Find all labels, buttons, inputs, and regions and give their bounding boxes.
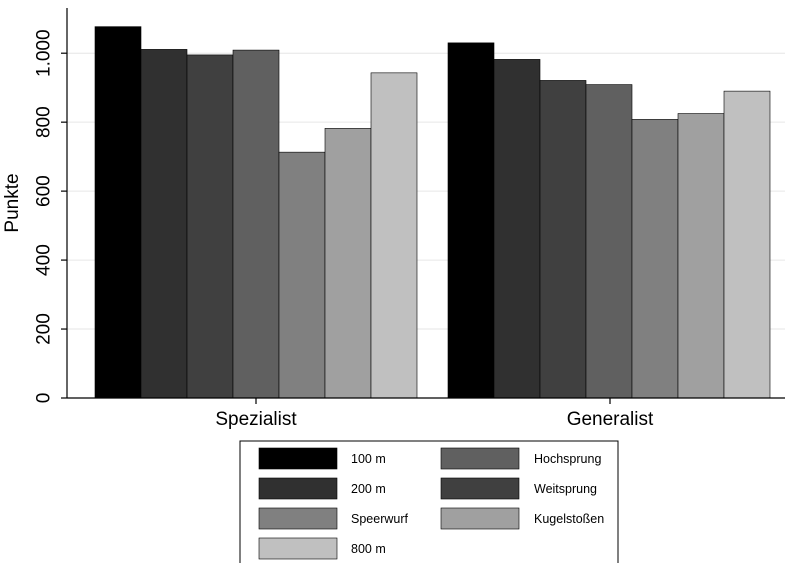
legend-swatch [258, 477, 338, 500]
legend-swatch [258, 447, 338, 470]
legend-swatch [258, 537, 338, 560]
bar [94, 26, 142, 399]
legend-label: Kugelstoßen [534, 512, 604, 526]
bars [94, 26, 771, 399]
bar [447, 42, 495, 399]
legend-swatch [440, 477, 520, 500]
bar [278, 151, 326, 399]
bar [186, 54, 234, 399]
y-tick-label: 0 [34, 393, 55, 404]
y-tick-label: 200 [34, 313, 55, 345]
bar [324, 128, 372, 399]
legend-label: Weitsprung [534, 482, 597, 496]
bar [370, 72, 418, 399]
y-tick-label: 1.000 [34, 29, 55, 77]
axes: 0 200 400 600 800 1.000 Spezialist Generalist [34, 8, 785, 430]
x-tick-label: Generalist [567, 409, 654, 430]
legend-label: 800 m [351, 542, 386, 556]
y-tick-label: 800 [34, 106, 55, 138]
y-tick-label: 600 [34, 175, 55, 207]
legend-label: 100 m [351, 452, 386, 466]
bar [585, 84, 633, 399]
legend-label: 200 m [351, 482, 386, 496]
legend-swatch [258, 507, 338, 530]
y-tick-label: 400 [34, 244, 55, 276]
bar [539, 80, 587, 399]
bar [140, 49, 188, 399]
bar [631, 119, 679, 399]
legend-label: Speerwurf [351, 512, 408, 526]
y-axis-title: Punkte [2, 173, 23, 232]
x-tick-label: Spezialist [215, 409, 297, 430]
bar [723, 90, 771, 399]
legend: 100 m Hochsprung 200 m Weitsprung Speerwurf K… [239, 440, 619, 563]
bar [232, 49, 280, 399]
legend-swatch [440, 447, 520, 470]
legend-label: Hochsprung [534, 452, 601, 466]
legend-swatch [440, 507, 520, 530]
bar [677, 113, 725, 399]
bar [493, 59, 541, 399]
